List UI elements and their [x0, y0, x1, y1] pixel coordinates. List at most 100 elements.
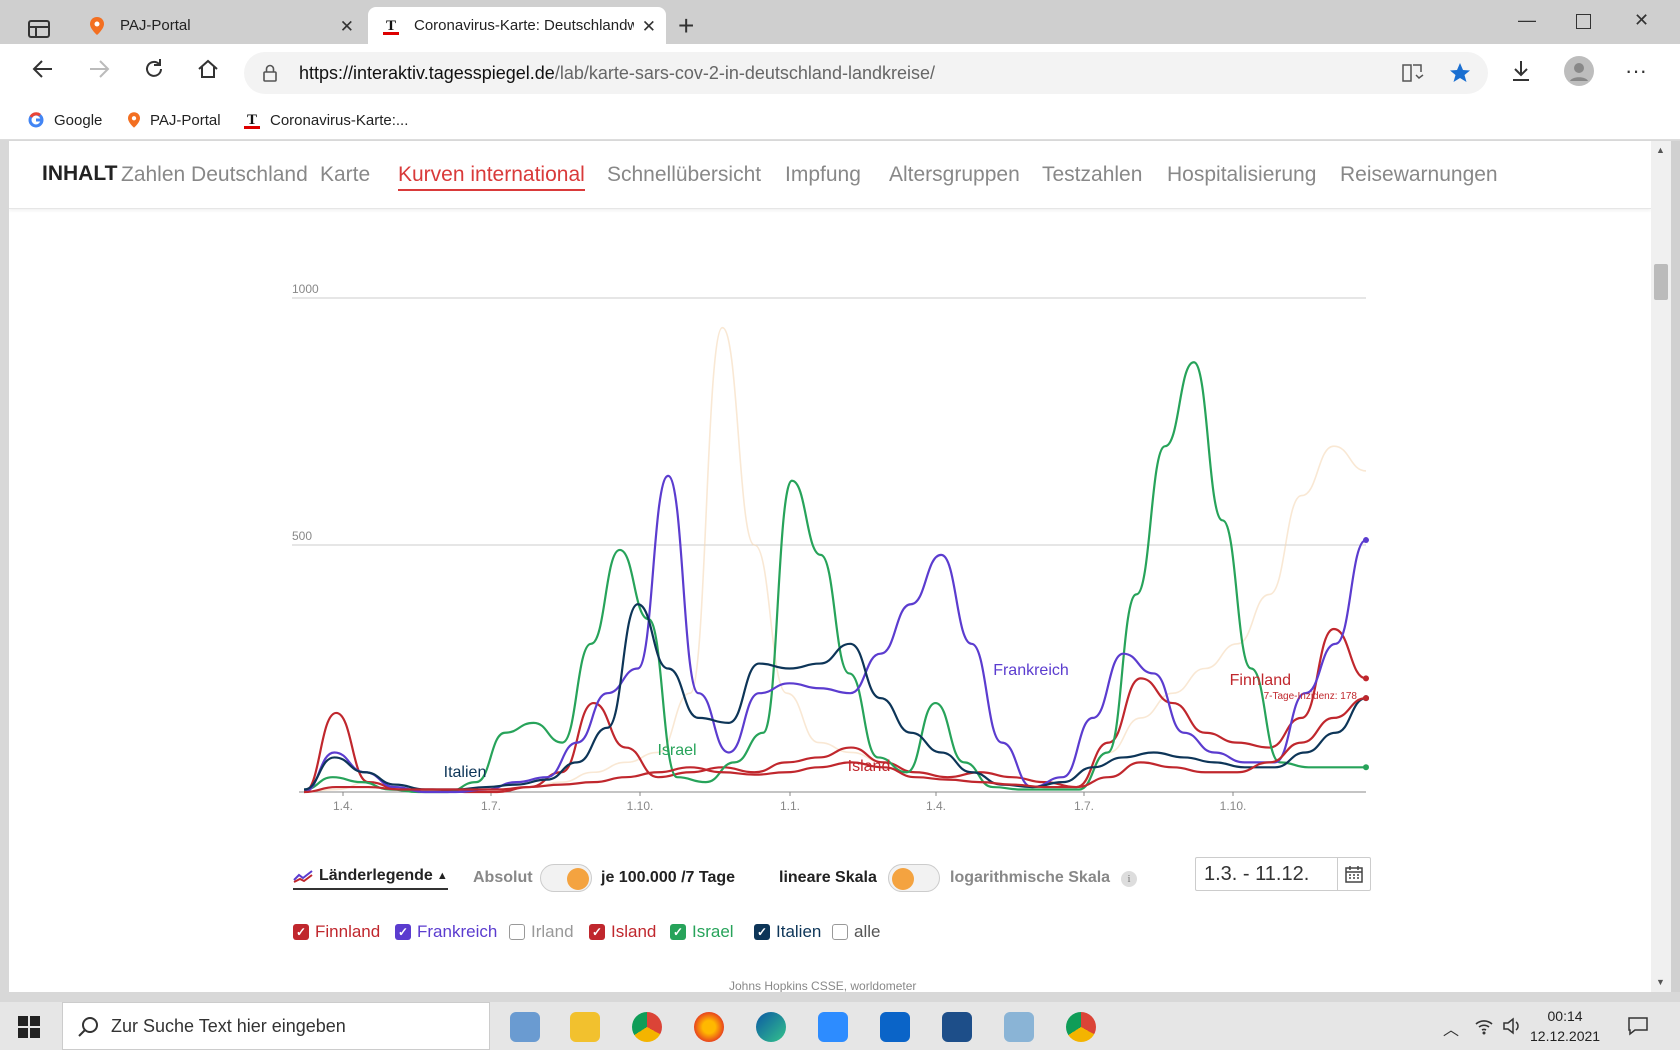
notepad-icon[interactable]	[1004, 1012, 1034, 1042]
x-tick-label: 1.4.	[926, 799, 946, 813]
nav-link-schnellübersicht[interactable]: Schnellübersicht	[607, 163, 762, 186]
checkbox-checked-icon[interactable]: ✓	[754, 924, 770, 940]
firefox-icon[interactable]	[694, 1012, 724, 1042]
immersive-reader-icon[interactable]	[1402, 63, 1424, 83]
per100k-toggle[interactable]	[540, 864, 592, 892]
x-tick-label: 1.10.	[627, 799, 654, 813]
back-button[interactable]	[32, 58, 54, 85]
scrollbar-thumb[interactable]	[1654, 264, 1668, 300]
forward-button[interactable]	[88, 58, 110, 85]
desktop-app-icon[interactable]	[510, 1012, 540, 1042]
country-checkbox-island[interactable]: ✓ Island	[589, 922, 656, 942]
nav-link-hospitalisierung[interactable]: Hospitalisierung	[1167, 163, 1317, 186]
date-range-value: 1.3. - 11.12.	[1204, 863, 1310, 885]
new-tab-button[interactable]: +	[678, 10, 695, 41]
checkbox-checked-icon[interactable]: ✓	[670, 924, 686, 940]
checkbox-checked-icon[interactable]: ✓	[395, 924, 411, 940]
toggle-knob	[892, 868, 914, 890]
clock-date: 12.12.2021	[1530, 1028, 1601, 1044]
legend-toggle-label: Länderlegende	[319, 867, 433, 884]
nav-link-reisewarnungen[interactable]: Reisewarnungen	[1340, 163, 1498, 186]
download-icon[interactable]	[1511, 60, 1531, 82]
taskbar-search[interactable]: Zur Suche Text hier eingeben	[62, 1002, 490, 1050]
country-checkbox-alle[interactable]: alle	[832, 922, 880, 942]
series-endpoint-frankreich	[1363, 537, 1369, 544]
windows-start-icon[interactable]	[18, 1016, 40, 1038]
bookmark-label: Google	[54, 111, 103, 129]
video-editor-icon[interactable]	[942, 1012, 972, 1042]
system-clock[interactable]: 00:14 12.12.2021	[1530, 1006, 1600, 1046]
minimize-button[interactable]: —	[1518, 10, 1536, 30]
speaker-icon[interactable]	[1502, 1016, 1522, 1036]
checkbox-empty-icon[interactable]	[509, 924, 525, 940]
checkbox-label: Frankreich	[417, 922, 498, 941]
address-bar[interactable]: https://interaktiv.tagesspiegel.de/lab/k…	[244, 52, 1488, 94]
nav-link-impfung[interactable]: Impfung	[785, 163, 861, 186]
scroll-down-icon[interactable]: ▼	[1656, 977, 1665, 987]
maximize-button[interactable]	[1576, 14, 1591, 29]
star-icon[interactable]	[1449, 62, 1471, 84]
bookmark-coronavirus-karte[interactable]: T Coronavirus-Karte:...	[244, 108, 408, 132]
close-icon[interactable]: ✕	[641, 17, 656, 36]
country-checkbox-frankreich[interactable]: ✓ Frankreich	[395, 922, 497, 942]
x-tick-label: 1.10.	[1220, 799, 1247, 813]
country-checkbox-israel[interactable]: ✓ Israel	[670, 922, 734, 942]
checkbox-checked-icon[interactable]: ✓	[293, 924, 309, 940]
zoom-icon[interactable]	[818, 1012, 848, 1042]
legend-toggle[interactable]: Länderlegende ▲	[293, 867, 448, 890]
series-endpoint-finnland	[1363, 695, 1369, 702]
nav-link-testzahlen[interactable]: Testzahlen	[1042, 163, 1143, 186]
page-scrollbar[interactable]: ▲ ▼	[1651, 141, 1671, 992]
tab-actions-icon[interactable]	[28, 20, 50, 38]
tab-coronavirus-karte[interactable]: T Coronavirus-Karte: Deutschlandw ✕	[368, 7, 666, 44]
x-tick-label: 1.7.	[1074, 799, 1094, 813]
wifi-icon[interactable]	[1474, 1016, 1494, 1036]
scale-toggle[interactable]	[888, 864, 940, 892]
search-placeholder: Zur Suche Text hier eingeben	[111, 1016, 346, 1036]
chart-lines-icon	[293, 870, 313, 883]
chrome-icon[interactable]	[1066, 1012, 1096, 1042]
checkbox-checked-icon[interactable]: ✓	[589, 924, 605, 940]
file-explorer-icon[interactable]	[570, 1012, 600, 1042]
chrome-icon[interactable]	[632, 1012, 662, 1042]
checkbox-label: alle	[854, 922, 881, 941]
nav-link-altersgruppen[interactable]: Altersgruppen	[889, 163, 1020, 186]
calendar-icon[interactable]	[1337, 858, 1370, 890]
nav-link-karte[interactable]: Karte	[320, 163, 371, 186]
bookmark-google[interactable]: Google	[28, 108, 102, 132]
home-button[interactable]	[197, 58, 219, 85]
edge-icon[interactable]	[756, 1012, 786, 1042]
scroll-up-icon[interactable]: ▲	[1656, 145, 1665, 155]
page-content: INHALT Zahlen Deutschland Karte Kurven int…	[9, 141, 1651, 992]
profile-avatar[interactable]	[1564, 56, 1594, 86]
y-tick-label: 500	[292, 529, 312, 543]
arrow-right-icon	[90, 60, 110, 78]
checkbox-label: Irland	[531, 922, 574, 941]
nav-link-zahlen-deutschland[interactable]: Zahlen Deutschland	[121, 163, 308, 186]
more-menu-icon[interactable]: ···	[1625, 58, 1647, 83]
incidence-annotation: 7-Tage-Inzidenz: 178	[1264, 691, 1358, 702]
series-line-israel	[303, 361, 1366, 794]
checkbox-empty-icon[interactable]	[832, 924, 848, 940]
info-icon[interactable]: i	[1121, 871, 1137, 887]
chevron-up-icon[interactable]: ︿	[1443, 1022, 1460, 1039]
nav-link-kurven-international[interactable]: Kurven international	[398, 163, 585, 191]
date-range-picker[interactable]: 1.3. - 11.12.	[1195, 857, 1371, 891]
log-scale-label: logarithmische Skala	[950, 869, 1111, 886]
close-window-button[interactable]: ✕	[1634, 10, 1650, 30]
country-checkbox-italien[interactable]: ✓ Italien	[754, 922, 821, 942]
country-checkbox-finnland[interactable]: ✓ Finnland	[293, 922, 380, 942]
reload-button[interactable]	[143, 58, 165, 85]
arrow-left-icon	[32, 60, 52, 78]
tab-paj-portal[interactable]: PAJ-Portal ✕	[74, 7, 364, 44]
close-icon[interactable]: ✕	[339, 17, 354, 36]
browser-toolbar: https://interaktiv.tagesspiegel.de/lab/k…	[0, 44, 1680, 104]
series-label-finnland: Finnland	[1230, 672, 1291, 689]
mail-icon[interactable]	[880, 1012, 910, 1042]
x-tick-label: 1.1.	[780, 799, 800, 813]
country-checkbox-irland[interactable]: Irland	[509, 922, 574, 942]
notification-icon[interactable]	[1627, 1015, 1649, 1037]
bookmark-paj-portal[interactable]: PAJ-Portal	[128, 108, 221, 132]
checkbox-label: Italien	[776, 922, 822, 941]
